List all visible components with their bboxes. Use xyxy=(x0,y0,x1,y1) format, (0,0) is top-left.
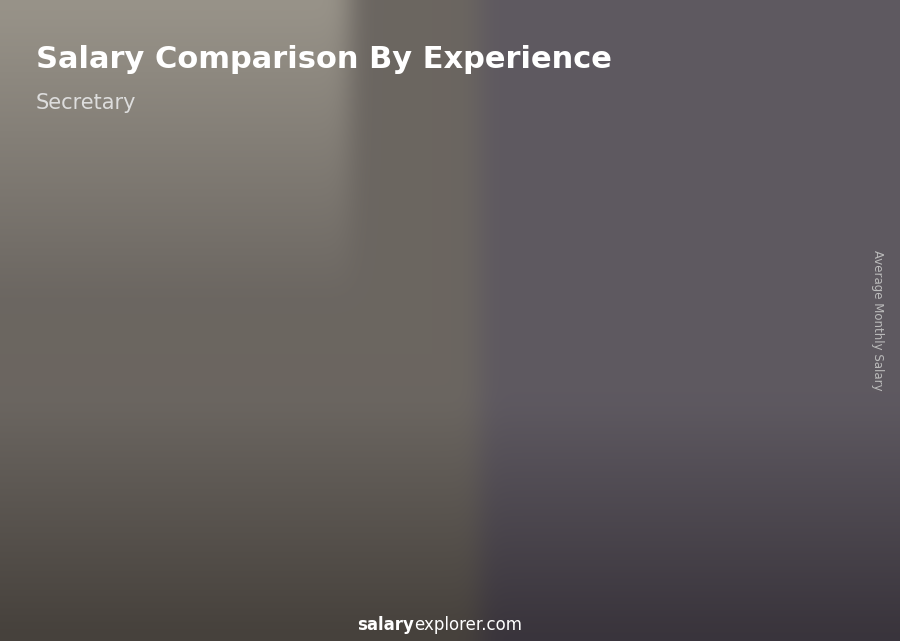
Text: 890 USD: 890 USD xyxy=(346,265,406,279)
Text: 2 to 5: 2 to 5 xyxy=(223,553,277,571)
Text: 20+ Years: 20+ Years xyxy=(700,553,794,571)
Polygon shape xyxy=(590,201,655,538)
Text: 1,100 USD: 1,100 USD xyxy=(470,205,544,219)
Text: salary: salary xyxy=(357,616,414,634)
Polygon shape xyxy=(342,282,419,283)
Text: 500 USD: 500 USD xyxy=(96,377,157,391)
Polygon shape xyxy=(590,199,668,201)
Polygon shape xyxy=(158,394,170,538)
Text: 640 USD: 640 USD xyxy=(221,337,282,351)
Text: +7%: +7% xyxy=(662,130,708,148)
Polygon shape xyxy=(715,179,792,181)
Polygon shape xyxy=(218,354,295,355)
Text: 5 to 10: 5 to 10 xyxy=(342,553,407,571)
Text: +38%: +38% xyxy=(284,229,341,247)
Polygon shape xyxy=(779,179,792,538)
Text: < 2 Years: < 2 Years xyxy=(82,553,170,571)
Polygon shape xyxy=(218,355,283,538)
Polygon shape xyxy=(407,282,419,538)
Text: +29%: +29% xyxy=(159,309,217,327)
Polygon shape xyxy=(531,222,544,538)
Polygon shape xyxy=(655,199,668,538)
Circle shape xyxy=(770,26,836,73)
Text: 1,180 USD: 1,180 USD xyxy=(594,182,668,196)
Text: Salary Comparison By Experience: Salary Comparison By Experience xyxy=(36,45,612,74)
Text: Secretary: Secretary xyxy=(36,93,137,113)
Text: Average Monthly Salary: Average Monthly Salary xyxy=(871,250,884,391)
Polygon shape xyxy=(94,395,158,538)
Polygon shape xyxy=(94,394,170,395)
Text: 1,250 USD: 1,250 USD xyxy=(718,162,792,176)
Polygon shape xyxy=(466,222,544,224)
Polygon shape xyxy=(283,354,295,538)
Polygon shape xyxy=(466,224,531,538)
Text: +7%: +7% xyxy=(538,146,583,164)
Text: +24%: +24% xyxy=(408,162,465,179)
Text: explorer.com: explorer.com xyxy=(414,616,522,634)
Polygon shape xyxy=(342,283,407,538)
Polygon shape xyxy=(715,181,779,538)
Polygon shape xyxy=(778,31,829,65)
Text: 10 to 15: 10 to 15 xyxy=(460,553,537,571)
Text: 15 to 20: 15 to 20 xyxy=(584,553,662,571)
